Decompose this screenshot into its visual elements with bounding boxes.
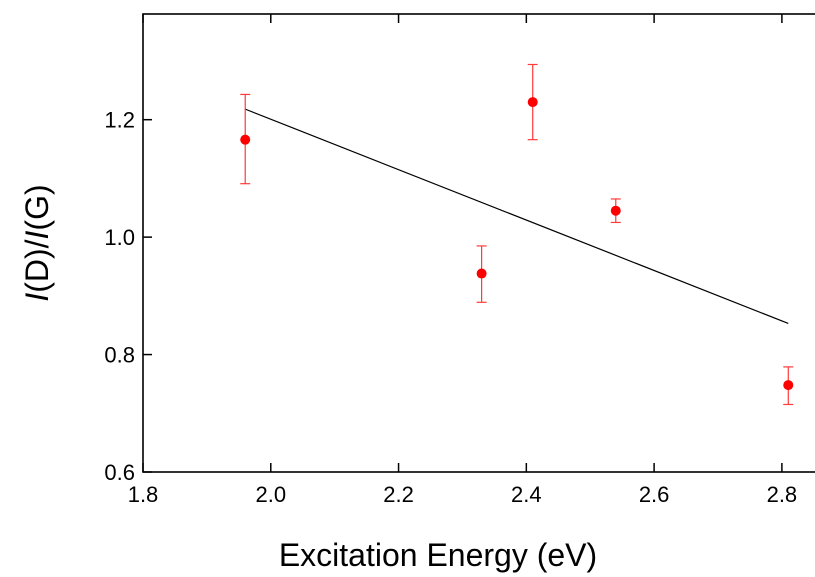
data-point-group <box>610 198 621 224</box>
x-tick-label: 2.0 <box>255 482 286 507</box>
x-tick-label: 2.6 <box>639 482 670 507</box>
y-axis-title-part-2: (D)/ <box>19 239 55 292</box>
data-point-group <box>783 366 794 406</box>
x-tick-label: 2.2 <box>383 482 414 507</box>
y-axis-title-italic-1: I <box>19 293 55 302</box>
data-point-marker <box>240 134 251 145</box>
data-point-group <box>240 93 251 185</box>
x-tick-label: 1.8 <box>128 482 159 507</box>
x-tick-label: 2.8 <box>767 482 798 507</box>
data-point-marker <box>476 268 487 279</box>
data-point-group <box>476 245 487 303</box>
x-axis-ticks: 1.8 2.0 2.2 2.4 2.6 2.8 <box>128 14 797 507</box>
data-point-marker <box>610 205 621 216</box>
data-point-group <box>527 63 538 141</box>
data-points-layer <box>240 63 794 406</box>
y-tick-label: 0.8 <box>104 343 135 368</box>
data-point-marker <box>527 97 538 108</box>
linear-fit-line <box>245 108 789 325</box>
y-axis-title-part-4: (G) <box>19 184 55 230</box>
y-tick-label: 1.2 <box>104 108 135 133</box>
y-tick-label: 0.6 <box>104 460 135 485</box>
y-axis-title: I(D)/I(G) <box>19 184 55 301</box>
y-axis-title-italic-2: I <box>19 230 55 239</box>
x-axis-title: Excitation Energy (eV) <box>279 537 597 573</box>
x-tick-label: 2.4 <box>511 482 542 507</box>
plot-frame <box>142 13 815 473</box>
y-axis-ticks: 0.6 0.8 1.0 1.2 <box>104 108 152 485</box>
y-tick-label: 1.0 <box>104 225 135 250</box>
fit-layer <box>245 108 789 325</box>
data-point-marker <box>783 380 794 391</box>
